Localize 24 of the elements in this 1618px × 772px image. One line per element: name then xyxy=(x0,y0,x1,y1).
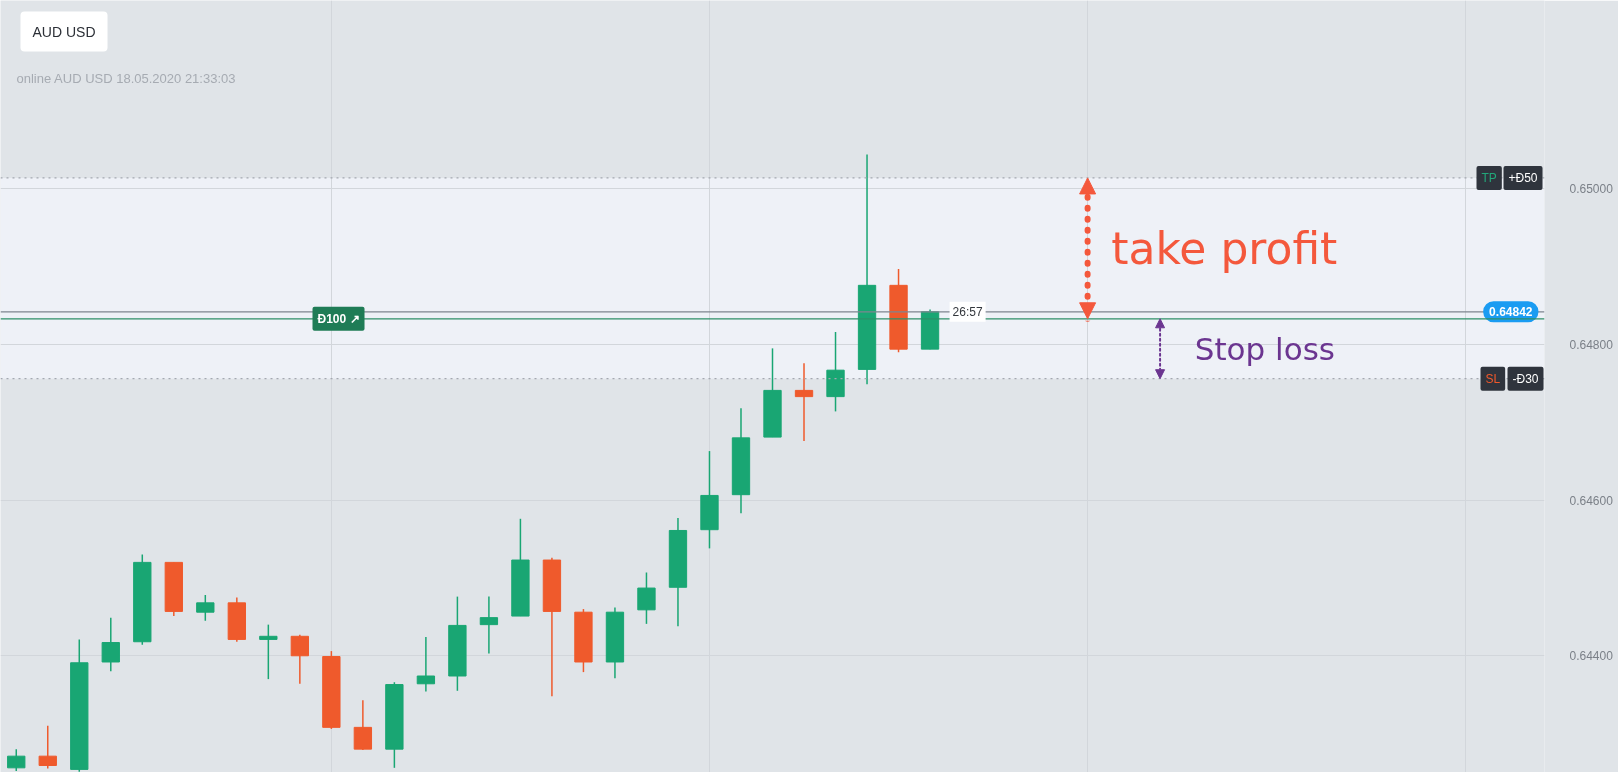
ref-line-label: Đ100 ↗ xyxy=(317,311,360,326)
candlestick xyxy=(290,634,310,685)
candlestick xyxy=(353,699,373,751)
candlestick xyxy=(794,362,814,442)
ref-line-label: 0.64842 xyxy=(1489,305,1533,320)
candlestick xyxy=(38,725,57,770)
y-tick-label: 0.64400 xyxy=(1569,649,1614,664)
candlestick xyxy=(196,594,215,622)
text: AUD USD xyxy=(32,23,96,40)
ref-line-label: TP +Đ50 xyxy=(1481,170,1538,185)
candlestick xyxy=(259,623,278,680)
annotation: Stop loss xyxy=(1194,330,1335,367)
annotation: take profit xyxy=(1111,222,1338,274)
candlestick xyxy=(637,571,656,625)
candlestick xyxy=(7,748,26,772)
y-tick-label: 0.64800 xyxy=(1569,337,1614,352)
candlestick xyxy=(416,636,436,693)
y-tick-label: 0.65000 xyxy=(1569,182,1614,197)
candlestick xyxy=(479,595,499,655)
ref-line-label: SL -Đ30 xyxy=(1485,371,1539,386)
candlestick xyxy=(101,616,120,673)
y-tick-label: 0.64600 xyxy=(1569,493,1614,508)
annotation: 26:57 xyxy=(952,304,983,319)
text: online AUD USD 18.05.2020 21:33:03 xyxy=(16,71,236,86)
